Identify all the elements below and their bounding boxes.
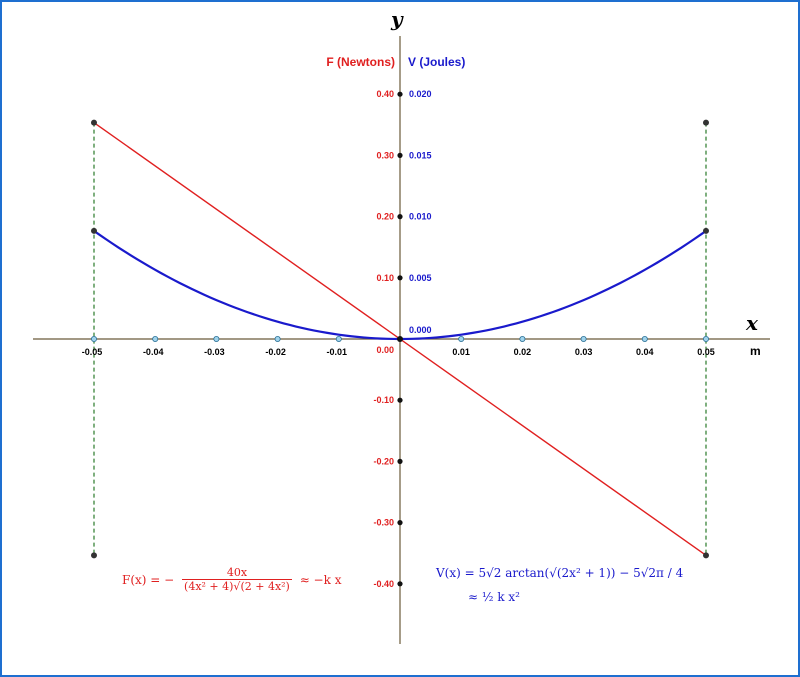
y-tick-point — [397, 91, 403, 97]
y-tick-point — [397, 152, 403, 158]
y-tick-point — [397, 397, 403, 403]
f-formula: F(x) = − 40x (4x² + 4)√(2 + 4x²) ≈ −k x — [122, 566, 341, 593]
x-tick-label: 0.02 — [514, 347, 532, 357]
v-end-point-left — [91, 227, 97, 234]
y-tick-point — [397, 214, 403, 220]
x-tick-label: 0.03 — [575, 347, 593, 357]
f-end-point-mirror-left — [91, 552, 97, 559]
x-tick-label: -0.04 — [143, 347, 164, 357]
f-formula-lhs: F(x) = − — [122, 572, 175, 587]
v-formula: V(x) = 5√2 arctan(√(2x² + 1)) − 5√2π / 4… — [436, 566, 683, 604]
x-tick-label: -0.03 — [204, 347, 225, 357]
y-tick-point — [397, 520, 403, 526]
x-axis-letter: x — [745, 311, 759, 335]
x-tick-label: -0.02 — [265, 347, 286, 357]
x-tick-point — [641, 335, 648, 342]
y-tick-point — [397, 275, 403, 281]
x-tick-point — [213, 335, 220, 342]
f-tick-label: -0.40 — [373, 579, 394, 589]
v-tick-label: 0.005 — [409, 273, 432, 283]
f-axis-title: F (Newtons) — [326, 55, 395, 69]
v-tick-label: 0.020 — [409, 89, 432, 99]
f-tick-label: 0.30 — [376, 150, 394, 160]
f-tick-label: 0.20 — [376, 212, 394, 222]
f-tick-label: -0.20 — [373, 456, 394, 466]
origin-point — [397, 336, 403, 342]
f-tick-label: 0.00 — [376, 345, 394, 355]
x-tick-label: -0.01 — [327, 347, 348, 357]
x-tick-label: 0.01 — [452, 347, 470, 357]
f-formula-rhs: ≈ −k x — [299, 572, 342, 587]
v-tick-label: 0.000 — [409, 325, 432, 335]
x-tick-point — [91, 335, 98, 342]
x-tick-point — [335, 335, 342, 342]
x-tick-point — [519, 335, 526, 342]
v-tick-label: 0.015 — [409, 150, 432, 160]
x-tick-point — [458, 335, 465, 342]
x-tick-point — [152, 335, 159, 342]
x-tick-point — [274, 335, 281, 342]
y-tick-point — [397, 581, 403, 587]
x-unit-label: m — [750, 344, 761, 358]
f-end-point-mirror-right — [703, 119, 709, 126]
f-tick-label: -0.10 — [373, 395, 394, 405]
f-tick-label: 0.40 — [376, 89, 394, 99]
v-axis-title: V (Joules) — [408, 55, 465, 69]
x-tick-label: 0.04 — [636, 347, 654, 357]
v-formula-line1: V(x) = 5√2 arctan(√(2x² + 1)) − 5√2π / 4 — [436, 566, 684, 580]
f-end-point-right — [703, 552, 709, 559]
y-axis-letter: y — [390, 7, 404, 31]
v-tick-label: 0.010 — [409, 212, 432, 222]
f-tick-label: 0.10 — [376, 273, 394, 283]
x-tick-point — [580, 335, 587, 342]
f-formula-denominator: (4x² + 4)√(2 + 4x²) — [184, 580, 290, 593]
x-tick-label: -0.05 — [82, 347, 103, 357]
x-tick-point — [703, 335, 710, 342]
f-tick-label: -0.30 — [373, 518, 394, 528]
y-tick-point — [397, 458, 403, 464]
x-tick-label: 0.05 — [697, 347, 715, 357]
f-formula-numerator: 40x — [182, 566, 292, 580]
f-end-point-left — [91, 119, 97, 126]
v-formula-line2: ≈ ½ k x² — [468, 590, 520, 604]
v-end-point-right — [703, 227, 709, 234]
